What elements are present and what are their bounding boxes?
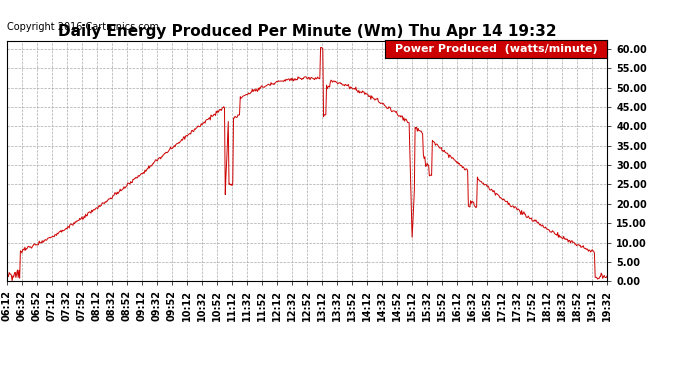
Text: Copyright 2016 Cartronics.com: Copyright 2016 Cartronics.com: [7, 22, 159, 32]
Title: Daily Energy Produced Per Minute (Wm) Thu Apr 14 19:32: Daily Energy Produced Per Minute (Wm) Th…: [58, 24, 556, 39]
